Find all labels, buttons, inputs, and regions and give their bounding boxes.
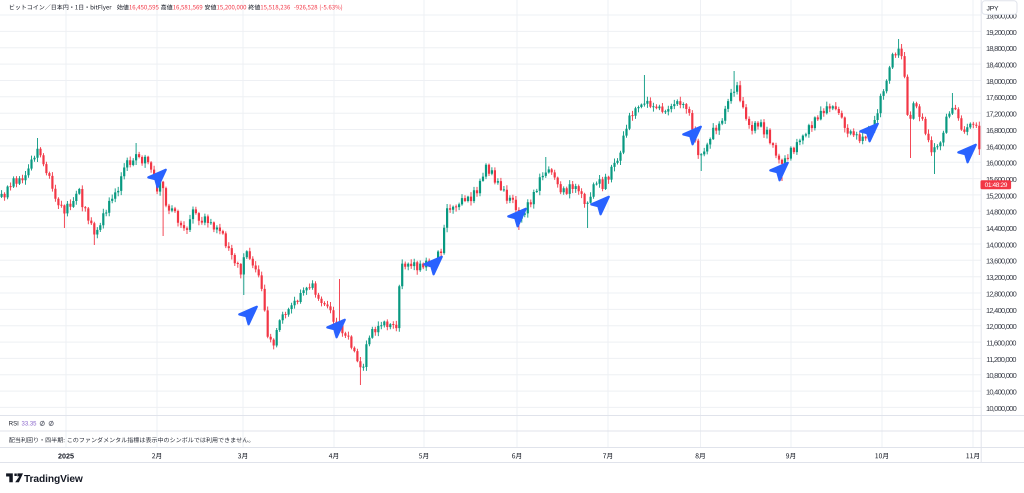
svg-text:13,600,000: 13,600,000 bbox=[986, 257, 1017, 266]
svg-text:15,600,000: 15,600,000 bbox=[986, 175, 1017, 184]
svg-text:14,800,000: 14,800,000 bbox=[986, 208, 1017, 217]
svg-text:JPY: JPY bbox=[987, 5, 1000, 12]
svg-text:01:48:29: 01:48:29 bbox=[985, 182, 1008, 189]
svg-text:16,400,000: 16,400,000 bbox=[986, 142, 1017, 151]
svg-text:18,400,000: 18,400,000 bbox=[986, 61, 1017, 70]
svg-text:17,600,000: 17,600,000 bbox=[986, 93, 1017, 102]
svg-text:12,800,000: 12,800,000 bbox=[986, 289, 1017, 298]
svg-text:16,800,000: 16,800,000 bbox=[986, 126, 1017, 135]
svg-text:11,600,000: 11,600,000 bbox=[986, 338, 1016, 347]
svg-text:10,400,000: 10,400,000 bbox=[986, 388, 1017, 397]
svg-text:14,000,000: 14,000,000 bbox=[986, 240, 1017, 249]
svg-text:16,000,000: 16,000,000 bbox=[986, 159, 1017, 168]
svg-text:10,000,000: 10,000,000 bbox=[986, 404, 1017, 413]
svg-text:19,200,000: 19,200,000 bbox=[986, 28, 1017, 37]
svg-text:12,400,000: 12,400,000 bbox=[986, 306, 1017, 315]
svg-text:RSI: RSI bbox=[9, 422, 19, 428]
svg-text:33.35: 33.35 bbox=[22, 422, 38, 428]
svg-text:14,400,000: 14,400,000 bbox=[986, 224, 1017, 233]
svg-text:18,800,000: 18,800,000 bbox=[986, 44, 1017, 53]
svg-text:TradingView: TradingView bbox=[24, 474, 83, 485]
svg-text:15,200,000: 15,200,000 bbox=[986, 191, 1017, 200]
svg-text:13,200,000: 13,200,000 bbox=[986, 273, 1017, 282]
svg-text:12,000,000: 12,000,000 bbox=[986, 322, 1017, 331]
svg-text:11,200,000: 11,200,000 bbox=[986, 355, 1016, 364]
svg-text:2025: 2025 bbox=[58, 451, 74, 460]
svg-text:17,200,000: 17,200,000 bbox=[986, 110, 1017, 119]
svg-text:19,600,000: 19,600,000 bbox=[986, 11, 1017, 20]
svg-text:10,800,000: 10,800,000 bbox=[986, 371, 1017, 380]
svg-text:18,000,000: 18,000,000 bbox=[986, 77, 1017, 86]
